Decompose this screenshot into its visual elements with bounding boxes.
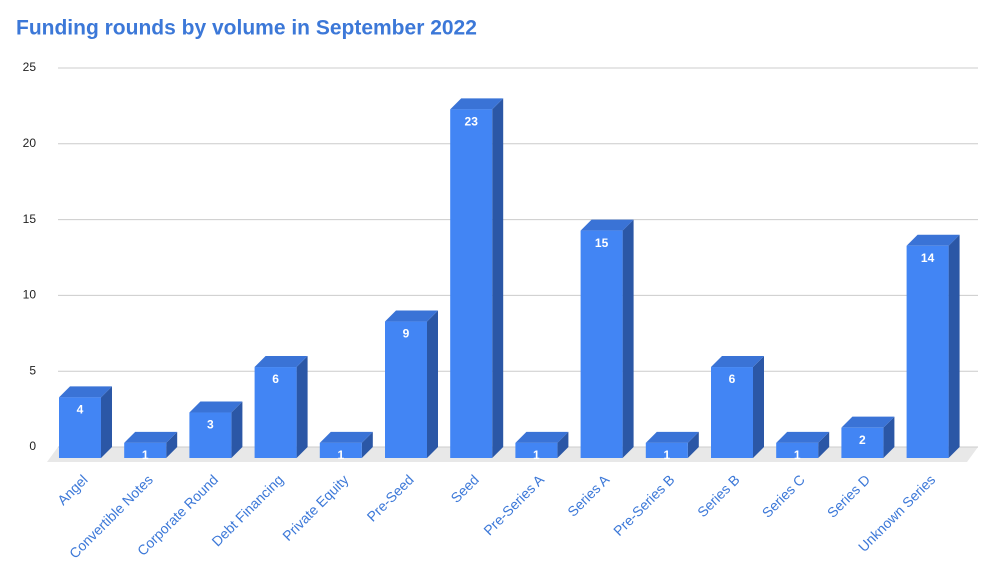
bar-top — [319, 431, 373, 443]
bar — [319, 442, 362, 458]
bar — [450, 109, 493, 458]
bar-top — [385, 310, 438, 322]
bar-side — [361, 431, 373, 458]
bar-side — [818, 431, 830, 458]
y-tick-label: 5 — [29, 363, 36, 377]
data-label: 9 — [403, 327, 410, 341]
data-label: 4 — [77, 403, 84, 417]
x-tick-label: Series A — [564, 471, 613, 520]
bar-side — [101, 386, 112, 458]
data-label: 1 — [142, 448, 149, 462]
bar-side — [687, 431, 699, 458]
bar — [711, 367, 753, 458]
data-label: 23 — [465, 114, 479, 128]
bar-side — [622, 219, 634, 458]
bar — [906, 245, 949, 458]
bar-side — [753, 356, 764, 458]
data-label: 1 — [533, 448, 540, 462]
bar-top — [580, 219, 634, 231]
bar-side — [427, 310, 438, 458]
bar-side — [883, 416, 895, 458]
bar — [124, 442, 167, 458]
x-tick-label: Angel — [54, 471, 91, 508]
bar-top — [124, 431, 178, 443]
data-label: 14 — [921, 251, 935, 265]
bar-side — [948, 234, 960, 458]
bar — [776, 442, 819, 458]
data-label: 1 — [663, 448, 670, 462]
floor — [47, 447, 978, 462]
bar-top — [450, 98, 504, 110]
data-label: 6 — [729, 372, 736, 386]
data-label: 1 — [794, 448, 801, 462]
x-tick-label: Series D — [824, 471, 873, 520]
y-tick-label: 0 — [29, 439, 36, 453]
bar-top — [515, 431, 569, 443]
bar-side — [492, 98, 504, 458]
bar — [645, 442, 688, 458]
bar-top — [59, 386, 112, 398]
x-tick-label: Pre-Seed — [364, 471, 417, 524]
x-tick-label: Series C — [759, 471, 808, 520]
data-label: 6 — [272, 372, 279, 386]
bar-side — [231, 401, 243, 458]
bar — [385, 321, 427, 458]
bar — [59, 397, 101, 458]
x-tick-label: Pre-Series B — [610, 471, 677, 538]
data-label: 3 — [207, 418, 214, 432]
bar-side — [296, 356, 308, 458]
data-label: 1 — [337, 448, 344, 462]
x-tick-label: Series B — [694, 471, 743, 520]
bar-side — [166, 431, 178, 458]
bar-top — [645, 431, 699, 443]
bar-top — [711, 356, 764, 368]
bar — [254, 367, 297, 458]
x-tick-label: Pre-Series A — [480, 471, 547, 538]
y-tick-label: 20 — [23, 136, 37, 150]
bar — [841, 427, 884, 458]
y-tick-label: 10 — [23, 288, 37, 302]
bar-top — [776, 431, 830, 443]
x-tick-label: Private Equity — [279, 471, 351, 543]
bar-top — [841, 416, 895, 428]
data-label: 15 — [595, 236, 609, 250]
bar-top — [906, 234, 960, 246]
bar-top — [254, 356, 308, 368]
data-label: 2 — [859, 433, 866, 447]
bar-side — [557, 431, 569, 458]
bar — [580, 230, 623, 458]
y-tick-label: 25 — [23, 60, 37, 74]
x-tick-label: Seed — [448, 471, 482, 505]
bar-top — [189, 401, 243, 413]
y-tick-label: 15 — [23, 212, 37, 226]
bar — [515, 442, 558, 458]
bar — [189, 412, 232, 458]
chart-title: Funding rounds by volume in September 20… — [16, 17, 477, 40]
